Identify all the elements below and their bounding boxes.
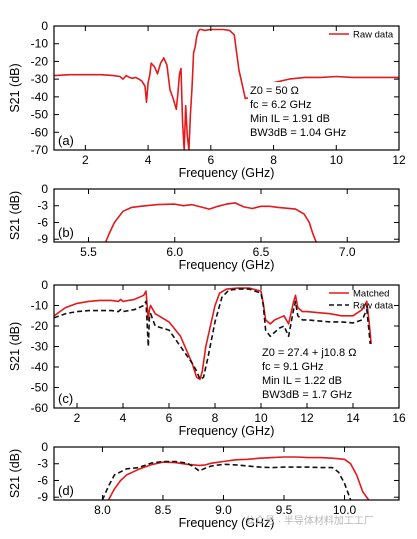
y-tick-label: 0 bbox=[41, 182, 48, 196]
x-tick-label: 4 bbox=[120, 411, 127, 425]
y-tick-label: -60 bbox=[31, 401, 49, 415]
x-tick-label: 9.0 bbox=[215, 503, 232, 517]
annotation-a-il: Min IL = 1.91 dB bbox=[250, 113, 330, 125]
legend-label: Raw data bbox=[353, 30, 394, 41]
series-line-raw-data bbox=[104, 202, 317, 242]
y-tick-label: -3 bbox=[37, 457, 48, 471]
y-axis-label: S21 (dB) bbox=[8, 322, 22, 371]
panel-label: (c) bbox=[58, 391, 73, 406]
x-tick-label: 4 bbox=[145, 153, 152, 167]
x-tick-label: 14 bbox=[346, 411, 360, 425]
panel-label: (b) bbox=[58, 225, 74, 240]
x-tick-label: 10 bbox=[330, 153, 344, 167]
y-tick-label: -3 bbox=[37, 199, 48, 213]
x-tick-label: 16 bbox=[392, 411, 406, 425]
annotation-a-z0: Z0 = 50 Ω bbox=[250, 85, 299, 97]
x-axis-label: Frequency (GHz) bbox=[179, 424, 275, 438]
annotation-background bbox=[259, 344, 399, 404]
x-tick-label: 12 bbox=[392, 153, 406, 167]
annotation-c-z0: Z0 = 27.4 + j10.8 Ω bbox=[262, 347, 356, 359]
legend-label: Raw data bbox=[353, 301, 394, 312]
y-tick-label: -6 bbox=[37, 473, 48, 487]
plot-frame bbox=[53, 188, 400, 243]
x-tick-label: 6.0 bbox=[166, 245, 183, 259]
annotation-c-fc: fc = 9.1 GHz bbox=[262, 361, 323, 373]
annotation-background bbox=[248, 82, 417, 142]
x-tick-label: 7.0 bbox=[339, 245, 356, 259]
annotation-c: Z0 = 27.4 + j10.8 Ω fc = 9.1 GHz Min IL … bbox=[262, 347, 356, 401]
x-tick-label: 10 bbox=[254, 411, 268, 425]
series-line-matched bbox=[54, 287, 399, 381]
y-axis-label: S21 (dB) bbox=[8, 191, 22, 240]
x-tick-label: 2 bbox=[82, 153, 89, 167]
annotation-a-bw: BW3dB = 1.04 GHz bbox=[250, 127, 346, 139]
panel-c: 2 4 6 8 10 12 14 16 0 -10 -20 -30 -40 -50 -60 Frequency… bbox=[8, 278, 406, 438]
x-tick-label: 2 bbox=[74, 411, 81, 425]
y-tick-label: -6 bbox=[37, 215, 48, 229]
x-tick-label: 9.5 bbox=[276, 503, 293, 517]
watermark: 公众号 · 半导体材料加工工厂 bbox=[245, 514, 374, 527]
x-axis-label: Frequency (GHz) bbox=[179, 516, 275, 530]
series-line-matched bbox=[107, 456, 370, 500]
x-tick-label: 8 bbox=[212, 411, 219, 425]
y-tick-label: -70 bbox=[31, 143, 49, 157]
plot-frame bbox=[53, 446, 400, 501]
y-tick-label: -9 bbox=[37, 232, 48, 246]
panel-label: (d) bbox=[58, 483, 74, 498]
x-axis-label: Frequency (GHz) bbox=[179, 166, 275, 180]
y-tick-label: -60 bbox=[31, 125, 49, 139]
y-tick-label: 0 bbox=[41, 19, 48, 33]
legend-label: Matched bbox=[353, 289, 389, 300]
y-tick-label: -40 bbox=[31, 90, 49, 104]
x-tick-label: 6 bbox=[166, 411, 173, 425]
x-tick-label: 8 bbox=[270, 153, 277, 167]
y-tick-label: -30 bbox=[31, 340, 49, 354]
series-line-raw-data bbox=[54, 288, 399, 381]
y-tick-label: 0 bbox=[41, 440, 48, 454]
x-tick-label: 12 bbox=[300, 411, 314, 425]
x-tick-label: 6 bbox=[207, 153, 214, 167]
panel-b: 5.5 6.0 6.5 7.0 0 -3 -6 -9 Frequency (GHz) S21 (d… bbox=[8, 182, 400, 272]
y-tick-label: -40 bbox=[31, 360, 49, 374]
x-tick-label: 8.0 bbox=[94, 503, 111, 517]
x-tick-label: 8.5 bbox=[155, 503, 172, 517]
annotation-a-fc: fc = 6.2 GHz bbox=[250, 99, 311, 111]
y-tick-label: -10 bbox=[31, 37, 49, 51]
y-axis-label: S21 (dB) bbox=[8, 449, 22, 498]
y-tick-label: -10 bbox=[31, 299, 49, 313]
annotation-c-il: Min IL = 1.22 dB bbox=[262, 375, 342, 387]
panel-label: (a) bbox=[58, 133, 74, 148]
y-tick-label: 0 bbox=[41, 278, 48, 292]
panel-a: 2 4 6 8 10 12 0 -10 -20 -30 -40 -50 -60 -70 Frequency … bbox=[8, 19, 417, 180]
panel-d: 8.0 8.5 9.0 9.5 10.0 0 -3 -6 -9 Frequency (GHz) S2… bbox=[8, 440, 400, 530]
y-axis-label: S21 (dB) bbox=[8, 63, 22, 112]
plot-frame bbox=[53, 25, 400, 151]
y-tick-label: -9 bbox=[37, 490, 48, 504]
y-tick-label: -20 bbox=[31, 54, 49, 68]
annotation-a: Z0 = 50 Ω fc = 6.2 GHz Min IL = 1.91 dB … bbox=[250, 85, 346, 139]
y-tick-label: -50 bbox=[31, 381, 49, 395]
y-tick-label: -50 bbox=[31, 108, 49, 122]
annotation-c-bw: BW3dB = 1.7 GHz bbox=[262, 389, 352, 401]
y-tick-label: -20 bbox=[31, 319, 49, 333]
y-tick-label: -30 bbox=[31, 72, 49, 86]
series-line-raw-data bbox=[101, 460, 352, 500]
x-tick-label: 5.5 bbox=[80, 245, 97, 259]
x-tick-label: 10.0 bbox=[333, 503, 357, 517]
x-tick-label: 6.5 bbox=[253, 245, 270, 259]
x-axis-label: Frequency (GHz) bbox=[179, 258, 275, 272]
